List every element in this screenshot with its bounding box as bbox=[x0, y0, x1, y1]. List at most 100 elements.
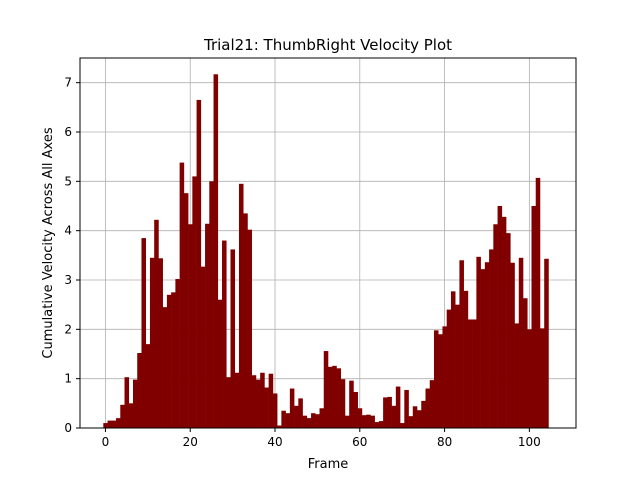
bar bbox=[111, 420, 117, 428]
bar bbox=[459, 260, 464, 428]
bar bbox=[400, 423, 405, 428]
grid-lines bbox=[80, 58, 576, 429]
bar bbox=[506, 233, 511, 428]
bar bbox=[230, 249, 236, 428]
bar bbox=[438, 334, 443, 428]
x-axis-ticks: 0 20 40 60 80 100 bbox=[102, 428, 541, 449]
bar bbox=[319, 408, 325, 428]
bar bbox=[349, 380, 354, 428]
y-tick-label: 5 bbox=[64, 174, 72, 188]
x-tick-label: 20 bbox=[183, 435, 198, 449]
bar bbox=[247, 229, 252, 428]
bar bbox=[238, 183, 244, 428]
bar bbox=[306, 418, 312, 428]
bar bbox=[336, 368, 342, 428]
bar bbox=[523, 298, 528, 428]
bar bbox=[226, 377, 231, 428]
x-tick-label: 80 bbox=[437, 435, 452, 449]
bar bbox=[433, 330, 439, 428]
bar bbox=[281, 410, 286, 428]
bar bbox=[408, 416, 414, 428]
bar bbox=[391, 405, 397, 428]
bar bbox=[166, 294, 172, 428]
bar bbox=[277, 425, 282, 428]
bar bbox=[455, 304, 460, 428]
bar bbox=[527, 329, 532, 428]
x-tick-label: 60 bbox=[352, 435, 367, 449]
y-tick-label: 2 bbox=[64, 322, 72, 336]
x-tick-label: 40 bbox=[267, 435, 282, 449]
bar bbox=[493, 224, 498, 428]
bar bbox=[243, 213, 248, 428]
bar bbox=[531, 206, 537, 428]
bar bbox=[344, 415, 350, 428]
bar bbox=[196, 99, 202, 428]
bar bbox=[315, 414, 320, 428]
x-tick-label: 0 bbox=[102, 435, 110, 449]
bars bbox=[103, 74, 549, 428]
bar bbox=[158, 258, 163, 428]
bar bbox=[404, 390, 409, 428]
bar bbox=[188, 224, 193, 428]
bar bbox=[260, 372, 265, 428]
bar bbox=[450, 291, 456, 428]
chart-title: Trial21: ThumbRight Velocity Plot bbox=[203, 36, 452, 54]
bar bbox=[361, 415, 367, 428]
bar bbox=[116, 418, 121, 428]
bar bbox=[251, 375, 257, 428]
y-axis-label: Cumulative Velocity Across All Axes bbox=[41, 127, 56, 358]
bar bbox=[489, 249, 494, 428]
bar bbox=[311, 413, 316, 428]
bar bbox=[332, 365, 337, 428]
bar bbox=[395, 386, 401, 428]
bar bbox=[141, 238, 147, 428]
bar bbox=[217, 299, 223, 428]
bar bbox=[429, 380, 435, 428]
bar bbox=[302, 415, 308, 428]
plot-frame bbox=[79, 57, 577, 429]
x-axis-label: Frame bbox=[308, 457, 349, 472]
bar bbox=[353, 391, 358, 428]
bar bbox=[501, 216, 507, 428]
y-tick-label: 1 bbox=[64, 372, 72, 386]
y-axis-ticks: 0 1 2 3 4 5 6 7 bbox=[64, 76, 80, 435]
bar bbox=[421, 400, 426, 428]
bar bbox=[510, 262, 515, 428]
bar bbox=[289, 388, 295, 428]
bar bbox=[518, 257, 524, 428]
bar bbox=[179, 162, 185, 428]
bar bbox=[149, 257, 155, 428]
bar bbox=[383, 397, 388, 428]
bar bbox=[234, 372, 240, 428]
y-tick-label: 3 bbox=[64, 273, 72, 287]
bar bbox=[484, 262, 490, 428]
bar bbox=[544, 258, 549, 428]
y-tick-label: 4 bbox=[64, 224, 72, 238]
bar bbox=[378, 421, 384, 428]
y-tick-label: 0 bbox=[64, 421, 72, 435]
bar bbox=[480, 269, 486, 428]
bar bbox=[497, 206, 503, 428]
bar bbox=[205, 223, 210, 428]
bar bbox=[463, 290, 469, 428]
bar bbox=[209, 181, 214, 428]
bar bbox=[192, 176, 197, 428]
bar bbox=[132, 379, 138, 428]
bar bbox=[442, 326, 448, 428]
bar bbox=[328, 366, 333, 428]
bar bbox=[340, 379, 346, 428]
bar bbox=[476, 256, 481, 428]
bar bbox=[213, 74, 219, 428]
bar bbox=[357, 408, 363, 428]
bar bbox=[120, 404, 125, 428]
bar bbox=[467, 319, 473, 428]
bar bbox=[539, 328, 545, 428]
bar bbox=[107, 420, 113, 428]
bar bbox=[268, 373, 274, 428]
bar bbox=[255, 379, 261, 428]
bar bbox=[387, 396, 392, 428]
bar bbox=[425, 388, 431, 428]
bar bbox=[128, 403, 134, 428]
y-tick-label: 7 bbox=[64, 76, 72, 90]
